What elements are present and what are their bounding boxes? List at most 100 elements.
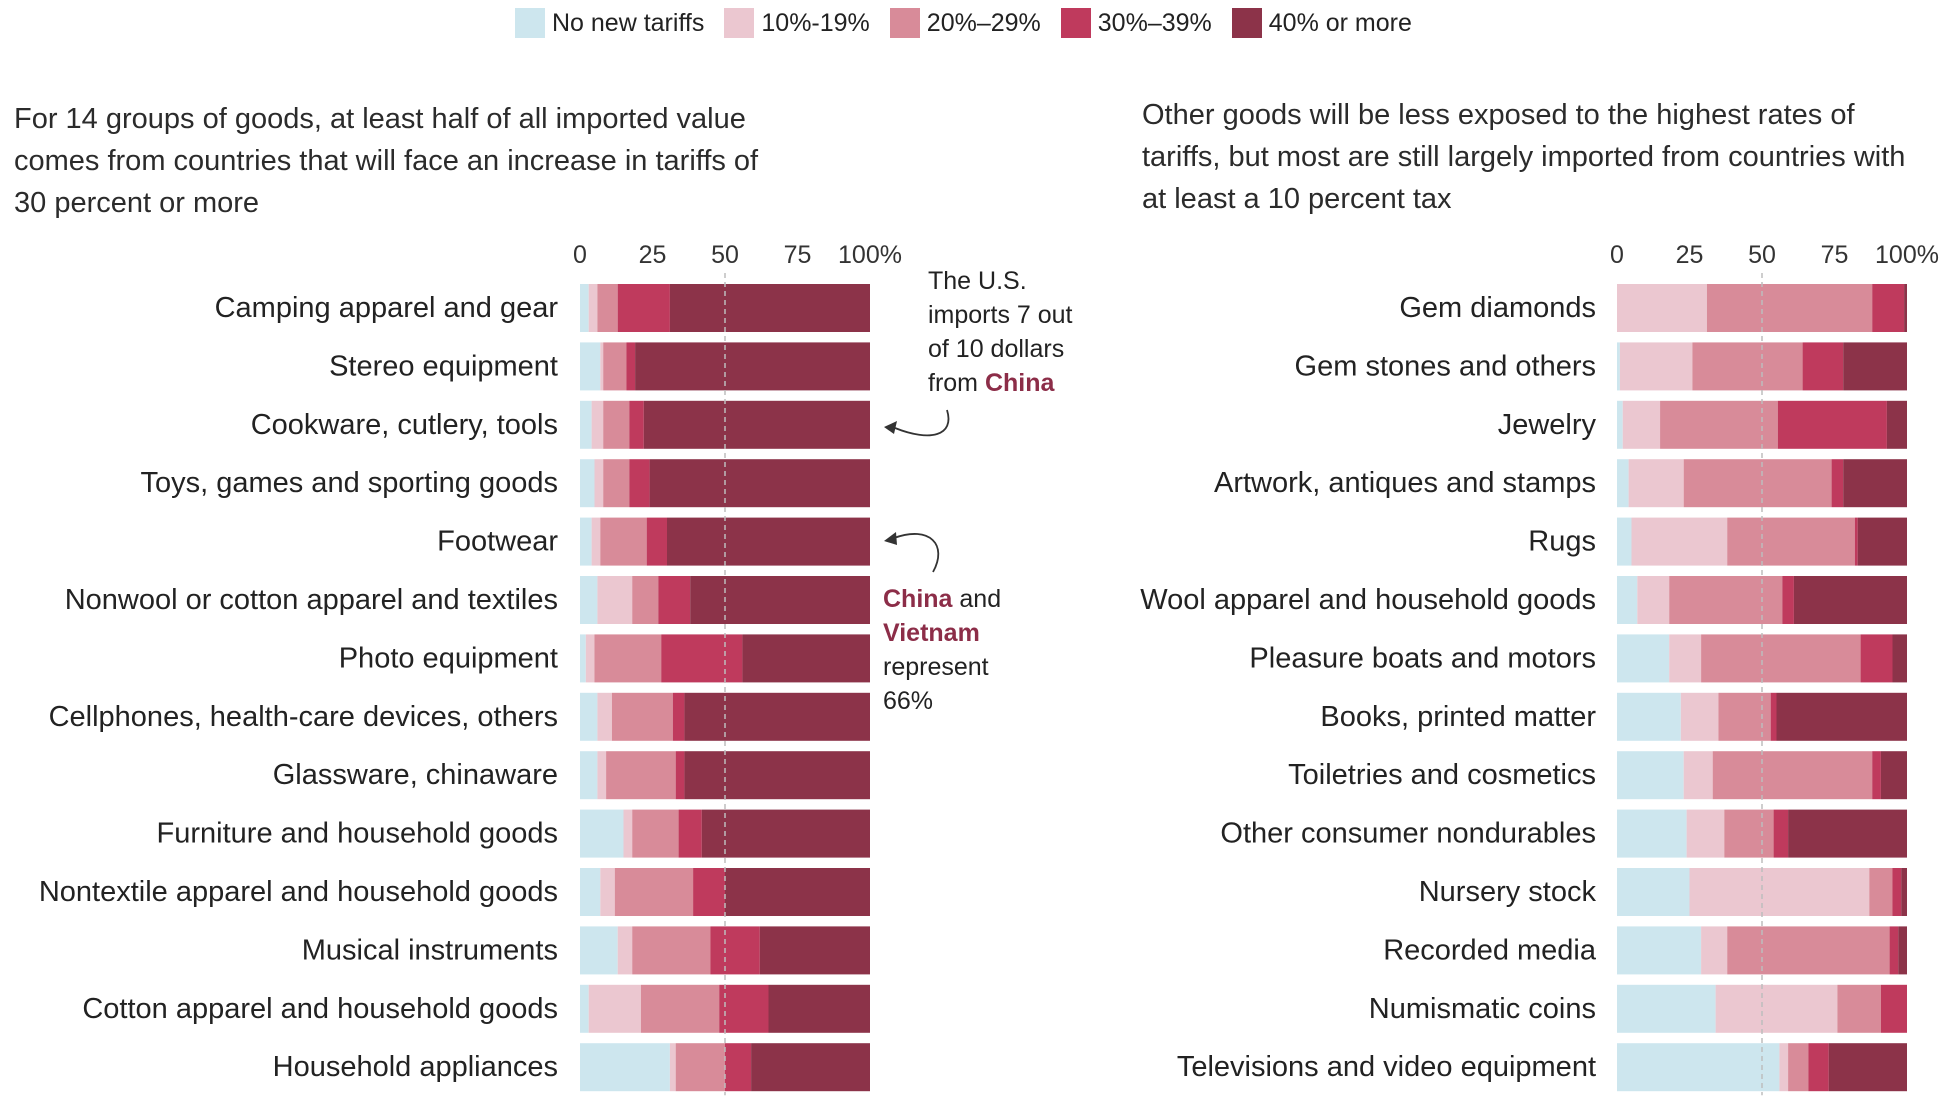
category-label: Stereo equipment — [329, 350, 558, 382]
category-label: Furniture and household goods — [157, 818, 558, 850]
china-annotation-text: The U.S. imports 7 out of 10 dollars fro… — [928, 267, 1073, 397]
bar-segment — [1727, 517, 1855, 566]
bar-segment — [1701, 634, 1861, 683]
category-label: Wool apparel and household goods — [1140, 584, 1596, 616]
legend-item-30-39: 30%–39% — [1060, 8, 1212, 38]
category-label: Gem diamonds — [1399, 292, 1596, 324]
bar-segment — [580, 868, 601, 916]
bar-segment — [580, 984, 589, 1033]
category-label: Nontextile apparel and household goods — [39, 876, 558, 908]
bar-segment — [597, 692, 612, 741]
category-label: Glassware, chinaware — [273, 759, 558, 791]
bar-segment — [591, 517, 601, 566]
bar-segment — [1617, 868, 1690, 916]
bar-segment — [1660, 400, 1778, 449]
x-tick-label: 25 — [639, 241, 667, 269]
bar-segment — [585, 634, 595, 683]
bar-segment — [629, 400, 644, 449]
category-label: Numismatic coins — [1369, 993, 1596, 1025]
legend-item-20-29: 20%–29% — [889, 8, 1041, 38]
legend-item-10-19: 10%-19% — [724, 8, 870, 38]
bar-segment — [1617, 284, 1707, 332]
bar-segment — [1617, 459, 1629, 508]
x-tick-label: 0 — [573, 241, 587, 269]
category-label: Rugs — [1528, 526, 1596, 558]
bar-segment — [678, 809, 702, 858]
bar-segment — [611, 692, 673, 741]
bar-segment — [1889, 926, 1899, 975]
bar-segment — [701, 809, 870, 858]
bar-segment — [632, 576, 659, 624]
bar-segment — [614, 868, 694, 916]
bar-segment — [1872, 284, 1905, 332]
bar-segment — [684, 751, 870, 800]
bar-segment — [594, 634, 662, 683]
bar-segment — [1770, 692, 1777, 741]
vietnam-annotation-and: and — [959, 585, 1002, 613]
bar-segment — [1854, 517, 1858, 566]
bar-segment — [1701, 926, 1728, 975]
x-tick-label: 0 — [1610, 241, 1624, 269]
bar-segment — [1683, 751, 1713, 800]
bar-segment — [759, 926, 870, 975]
bar-segment — [1622, 400, 1661, 449]
bar-segment — [1680, 692, 1719, 741]
bar-segment — [1686, 809, 1725, 858]
x-tick-label: 75 — [1821, 241, 1849, 269]
bar-segment — [600, 517, 647, 566]
bar-segment — [1628, 459, 1684, 508]
category-label: Toys, games and sporting goods — [140, 467, 558, 499]
bar-segment — [617, 284, 670, 332]
bar-segment — [606, 751, 676, 800]
bar-segment — [1727, 926, 1890, 975]
category-label: Cellphones, health-care devices, others — [49, 701, 558, 733]
bar-segment — [617, 926, 633, 975]
legend-item-no-new-tariffs: No new tariffs — [515, 8, 704, 38]
bar-segment — [649, 459, 870, 508]
bar-segment — [597, 576, 633, 624]
category-label: Photo equipment — [339, 642, 558, 674]
x-tick-label: 50 — [1748, 241, 1776, 269]
bar-segment — [1706, 284, 1873, 332]
bar-segment — [643, 400, 870, 449]
bar-segment — [603, 459, 630, 508]
bar-segment — [693, 868, 725, 916]
legend-swatch — [515, 8, 545, 38]
bar-segment — [603, 342, 627, 391]
bar-segment — [629, 459, 650, 508]
category-label: Artwork, antiques and stamps — [1214, 467, 1596, 499]
legend-label: 30%–39% — [1097, 8, 1212, 37]
category-label: Pleasure boats and motors — [1249, 642, 1596, 674]
bar-segment — [1843, 459, 1907, 508]
bar-segment — [580, 284, 589, 332]
x-tick-label: 75 — [784, 241, 812, 269]
bar-segment — [1892, 868, 1902, 916]
legend: No new tariffs 10%-19% 20%–29% 30%–39% 4… — [515, 8, 1432, 38]
legend-item-40-plus: 40% or more — [1231, 8, 1412, 38]
bar-segment — [1617, 692, 1681, 741]
bar-segment — [675, 1043, 725, 1092]
bar-segment — [640, 984, 720, 1033]
bar-segment — [710, 926, 760, 975]
x-tick-label: 50 — [711, 241, 739, 269]
vietnam-annotation-text: represent 66% — [883, 653, 989, 715]
bar-segment — [1782, 576, 1794, 624]
legend-swatch — [889, 8, 920, 38]
bar-segment — [1773, 809, 1789, 858]
bar-segment — [580, 400, 592, 449]
legend-swatch — [1231, 8, 1262, 38]
bar-segment — [1712, 751, 1873, 800]
category-label: Camping apparel and gear — [215, 292, 559, 324]
bar-segment — [1880, 751, 1907, 800]
bar-segment — [1901, 868, 1907, 916]
category-label: Footwear — [437, 526, 558, 558]
bar-segment — [580, 1043, 670, 1092]
bar-segment — [1793, 576, 1907, 624]
bar-segment — [1617, 809, 1687, 858]
right-panel-title: Other goods will be less exposed to the … — [1142, 99, 1906, 215]
bar-segment — [725, 1043, 752, 1092]
bar-segment — [725, 868, 870, 916]
bar-segment — [1617, 517, 1632, 566]
china-annotation-highlight: China — [984, 369, 1055, 397]
category-label: Jewelry — [1498, 409, 1597, 441]
